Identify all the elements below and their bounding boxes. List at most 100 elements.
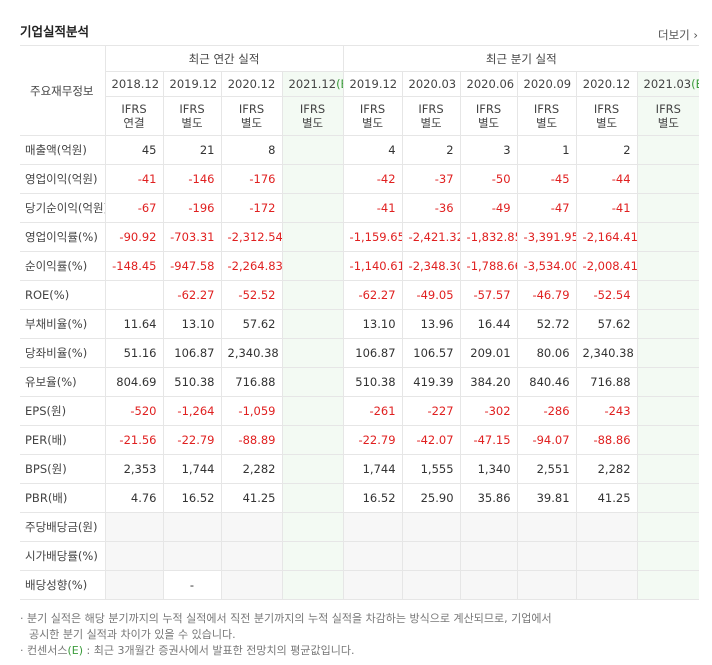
standard-row: IFRS 연결 IFRS 별도 IFRS 별도 IFRS 별도 IFRS 별도 IFRS 별도 IFRS… xyxy=(20,96,700,136)
value-cell: 106.87 xyxy=(342,338,403,368)
value-cell: -2,312.54 xyxy=(220,222,283,252)
more-text[interactable]: 더보기 xyxy=(657,28,690,42)
group-row: 주요재무정보 최근 연간 실적 최근 분기 실적 xyxy=(20,45,700,136)
empty-cell xyxy=(459,541,518,571)
value-cell: 419.39 xyxy=(401,367,461,397)
standard-name: IFRS xyxy=(533,102,560,116)
value-cell: -1,788.66 xyxy=(459,251,518,281)
value-cell: 16.52 xyxy=(342,483,403,513)
standard-name: IFRS xyxy=(655,102,681,116)
value-cell: 716.88 xyxy=(220,367,283,397)
value-cell: 2,282 xyxy=(220,454,283,484)
empty-cell xyxy=(516,541,577,571)
value-cell: -176 xyxy=(220,164,283,194)
period: 2020.03 xyxy=(401,71,461,97)
empty-cell xyxy=(281,251,344,281)
value-cell: -47.15 xyxy=(459,425,518,455)
period-date: 2020.09 xyxy=(523,77,572,91)
data-row: 영업이익(억원) -41 -146 -176 -42 -37 -50 -45 -44 xyxy=(20,164,700,194)
empty-cell xyxy=(459,570,518,600)
value-cell: -47 xyxy=(516,193,577,223)
empty-cell xyxy=(104,280,164,310)
row-label: ROE(%) xyxy=(20,280,106,310)
row-label: 당기순이익(억원) xyxy=(20,193,106,223)
data-row: 시가배당률(%) xyxy=(20,541,700,571)
value-cell: -1,059 xyxy=(220,396,283,426)
period: 2020.12 xyxy=(220,71,283,97)
value-cell: -2,264.83 xyxy=(220,251,283,281)
value-cell: -42.07 xyxy=(401,425,461,455)
standard: IFRS 별도 xyxy=(575,96,638,136)
empty-cell xyxy=(342,570,403,600)
empty-cell xyxy=(636,483,700,513)
standard: IFRS 별도 xyxy=(459,96,518,136)
row-label: BPS(원) xyxy=(20,454,106,484)
more-link[interactable]: 더보기 › xyxy=(657,28,698,42)
period: 2019.12 xyxy=(162,71,222,97)
empty-cell xyxy=(636,454,700,484)
value-cell: 8 xyxy=(220,135,283,165)
value-cell: 45 xyxy=(104,135,164,165)
value-cell: 2,551 xyxy=(516,454,577,484)
row-label: 매출액(억원) xyxy=(20,135,106,165)
empty-cell xyxy=(104,512,164,542)
value-cell: -90.92 xyxy=(104,222,164,252)
period-date: 2018.12 xyxy=(111,77,160,91)
standard: IFRS 별도 xyxy=(401,96,461,136)
period: 2021.03(E) xyxy=(636,71,700,97)
value-cell: -45 xyxy=(516,164,577,194)
value-cell: -286 xyxy=(516,396,577,426)
empty-cell xyxy=(636,251,700,281)
group-header: 최근 연간 실적 xyxy=(104,45,344,72)
value-cell: -3,534.00 xyxy=(516,251,577,281)
empty-cell xyxy=(104,541,164,571)
empty-cell xyxy=(281,280,344,310)
empty-cell xyxy=(281,222,344,252)
value-cell: 11.64 xyxy=(104,309,164,339)
value-cell: 57.62 xyxy=(220,309,283,339)
empty-cell xyxy=(342,512,403,542)
empty-cell xyxy=(281,338,344,368)
value-cell: 13.10 xyxy=(162,309,222,339)
standard-basis: 별도 xyxy=(181,116,203,130)
value-cell: -148.45 xyxy=(104,251,164,281)
empty-cell xyxy=(281,570,344,600)
value-cell: -41 xyxy=(575,193,638,223)
value-cell: 1,744 xyxy=(162,454,222,484)
value-cell: -1,159.65 xyxy=(342,222,403,252)
period-date: 2020.03 xyxy=(408,77,457,91)
value-cell: 1 xyxy=(516,135,577,165)
empty-cell xyxy=(575,512,638,542)
standard: IFRS 별도 xyxy=(636,96,700,136)
section-title: 기업실적분석 xyxy=(20,24,90,39)
empty-cell xyxy=(281,193,344,223)
standard-basis: 연결 xyxy=(123,116,145,130)
data-row: 당좌비율(%) 51.16 106.87 2,340.38 106.87 106.57 20… xyxy=(20,338,700,368)
value-cell: 2,282 xyxy=(575,454,638,484)
note-text: 분기 실적은 해당 분기까지의 누적 실적에서 직전 분기까지의 누적 실적을 … xyxy=(27,612,552,641)
data-row: 매출액(억원) 45 21 8 4 2 3 1 2 xyxy=(20,135,700,165)
standard-basis: 별도 xyxy=(301,116,324,130)
estimate-mark: (E) xyxy=(691,77,699,91)
data-row: BPS(원) 2,353 1,744 2,282 1,744 1,555 1,340 2,55… xyxy=(20,454,700,484)
row-label: EPS(원) xyxy=(20,396,106,426)
value-cell: -57.57 xyxy=(459,280,518,310)
empty-cell xyxy=(636,193,700,223)
empty-cell xyxy=(636,425,700,455)
value-cell: -42 xyxy=(342,164,403,194)
note-mark: (E) xyxy=(67,644,84,657)
value-cell: 41.25 xyxy=(575,483,638,513)
row-label: 순이익률(%) xyxy=(20,251,106,281)
empty-cell xyxy=(575,570,638,600)
value-cell: 13.96 xyxy=(401,309,461,339)
standard-basis: 별도 xyxy=(477,116,500,130)
value-cell: 209.01 xyxy=(459,338,518,368)
empty-cell xyxy=(281,164,344,194)
empty-cell xyxy=(575,541,638,571)
value-cell: 2 xyxy=(575,135,638,165)
period: 2020.09 xyxy=(516,71,577,97)
value-cell: -94.07 xyxy=(516,425,577,455)
row-label: 주당배당금(원) xyxy=(20,512,106,542)
value-cell: 13.10 xyxy=(342,309,403,339)
standard-name: IFRS xyxy=(359,102,386,116)
